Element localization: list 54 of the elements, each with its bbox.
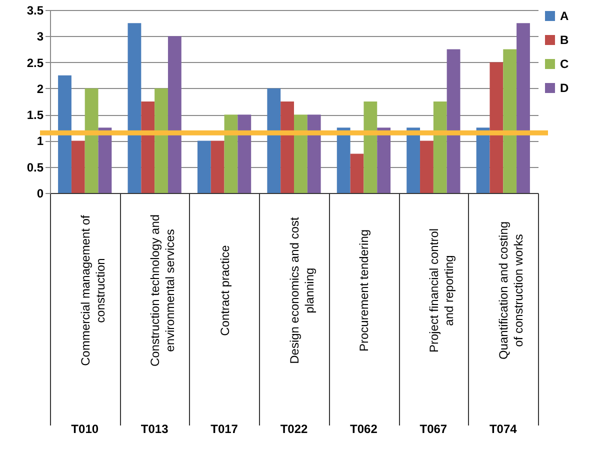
bar [267, 88, 281, 193]
legend-label: C [560, 57, 569, 71]
bar [84, 88, 98, 193]
legend-label: D [560, 81, 569, 95]
x-tick-label: Quantification and costing of construction works [496, 221, 526, 360]
bar [154, 88, 168, 193]
bar [168, 36, 182, 193]
bar [336, 128, 350, 193]
y-tick-label: 0.5 [26, 160, 44, 174]
y-tick-label: 1 [36, 134, 44, 148]
bar [406, 128, 420, 193]
bar [238, 114, 252, 193]
bar [377, 128, 391, 193]
bar [420, 140, 434, 193]
text: T067 [420, 422, 448, 436]
bar [350, 154, 364, 193]
bar [280, 102, 294, 193]
bar [503, 49, 517, 193]
bar [71, 140, 85, 193]
bar [294, 114, 308, 193]
bar [307, 114, 321, 193]
bar [58, 75, 72, 193]
text: T022 [280, 422, 308, 436]
x-tick-label: Project financial control and reporting [426, 228, 456, 353]
bar [141, 102, 155, 193]
y-tick-label: 1.5 [26, 108, 44, 122]
bar [433, 102, 447, 193]
x-tick-label: Commercial management of construction [78, 214, 108, 366]
legend-label: A [560, 9, 569, 23]
text: T017 [210, 422, 238, 436]
bar [446, 49, 460, 193]
x-tick-label: Contract practice [218, 244, 232, 336]
bar [490, 62, 504, 193]
y-tick-label: 2.5 [26, 56, 44, 70]
bar [210, 140, 224, 193]
x-tick-label: Construction technology and environmental services [148, 214, 178, 367]
y-tick-label: 3.5 [26, 4, 44, 18]
bar [98, 128, 112, 193]
x-tick-label: Design economics and cost planning [288, 216, 316, 364]
bar [516, 23, 530, 193]
y-tick-label: 2 [36, 82, 44, 96]
bar [364, 102, 378, 193]
bar [128, 23, 142, 193]
legend-label: B [560, 33, 569, 47]
text: T013 [140, 422, 169, 436]
bar [197, 140, 211, 193]
bar [224, 114, 238, 193]
text: T010 [71, 422, 99, 436]
text: T062 [350, 422, 378, 436]
x-tick-label: Procurement tendering [357, 229, 372, 352]
y-tick-label: 3 [36, 30, 44, 44]
y-tick-label: 0 [36, 186, 44, 200]
bar [476, 128, 490, 193]
text: T074 [489, 422, 518, 436]
